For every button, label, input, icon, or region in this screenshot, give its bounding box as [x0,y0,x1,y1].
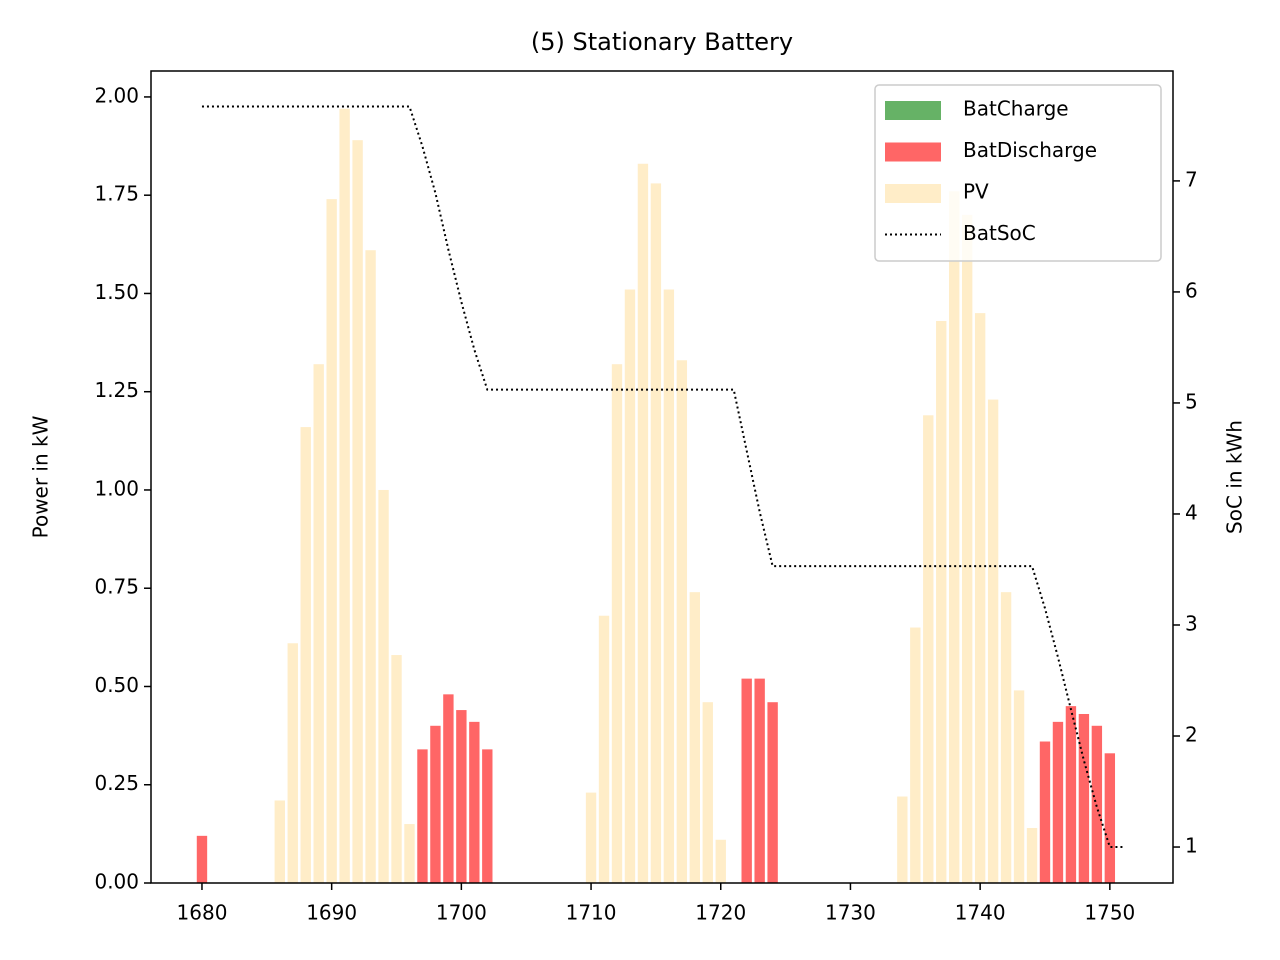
bar [196,835,208,883]
bar [624,289,636,884]
bar [1078,713,1090,883]
bar [339,108,350,883]
bar [974,313,986,884]
y2-tick-label: 3 [1185,611,1198,635]
legend-swatch [885,184,941,203]
y2-tick-label: 2 [1185,723,1198,747]
y-axis-label: Power in kW [29,415,53,538]
y2-tick-label: 5 [1185,389,1198,413]
chart-title: (5) Stationary Battery [531,28,793,56]
bar [378,489,389,883]
bar [650,183,662,883]
legend-label: PV [963,180,989,204]
bar [391,655,402,883]
bar [1026,827,1038,883]
bar [1039,741,1051,883]
line [201,105,1123,849]
bar [1000,592,1012,883]
x-tick-label: 1720 [695,901,746,925]
legend-label: BatDischarge [963,138,1097,162]
y-tick-label: 0.25 [94,771,139,795]
x-tick-label: 1750 [1084,901,1135,925]
y2-tick-label: 7 [1185,167,1198,191]
bar [715,839,726,883]
y2-tick-label: 1 [1185,834,1198,858]
legend-box [874,84,1162,262]
bar [598,615,610,883]
y-tick-label: 0.00 [94,870,139,894]
bar [352,140,363,883]
bar [949,191,960,883]
bar [611,364,623,883]
bar [1065,706,1077,883]
bar [443,694,454,883]
bar [676,360,688,883]
y2-axis-label: SoC in kWh [1223,420,1247,534]
bar [274,800,285,883]
y-tick-label: 1.00 [94,476,139,500]
x-tick-label: 1690 [306,901,357,925]
bar [923,415,934,883]
bar [754,678,765,883]
bar [767,702,778,883]
bar [300,427,311,883]
bar [430,725,441,883]
legend-swatch [885,142,941,162]
bar [1104,753,1116,883]
bar [469,721,480,883]
bar [313,364,324,883]
legend-swatch [885,101,941,120]
bar [365,250,376,883]
legend-label: BatCharge [963,97,1069,121]
x-tick-label: 1710 [566,901,617,925]
y2-tick-label: 4 [1185,500,1198,524]
bar [456,710,467,883]
bar [287,643,298,883]
y-tick-label: 2.00 [94,83,139,107]
bar [482,749,493,883]
bar [1091,725,1103,883]
bar [1052,721,1064,883]
x-tick-label: 1730 [825,901,876,925]
bar [585,792,597,883]
bar [961,214,973,883]
bar [417,749,428,883]
bar [404,824,415,883]
legend: BatCharge BatDischarge PV BatSoC [874,84,1162,262]
bar [910,627,921,883]
bar [689,592,701,883]
bar [741,678,752,883]
y-tick-label: 1.25 [94,378,139,402]
bar [897,796,908,883]
bar [702,702,713,883]
y-tick-label: 1.50 [94,280,139,304]
bar [326,199,337,883]
bar [936,320,947,884]
x-tick-label: 1680 [177,901,228,925]
y-tick-label: 1.75 [94,182,139,206]
y-tick-label: 0.50 [94,673,139,697]
plot-frame [150,70,1174,884]
legend-label: BatSoC [963,221,1036,245]
bar [1013,690,1025,883]
x-tick-label: 1740 [955,901,1006,925]
y2-tick-label: 6 [1185,278,1198,302]
x-tick-label: 1700 [436,901,487,925]
bar [663,289,675,884]
bar [637,163,649,884]
bar [987,399,999,883]
y-tick-label: 0.75 [94,575,139,599]
